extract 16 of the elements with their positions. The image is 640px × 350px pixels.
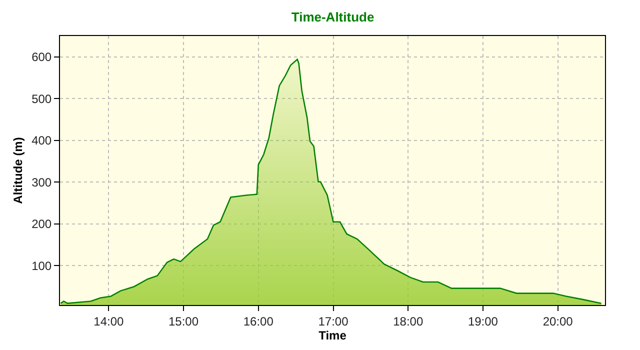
y-tick-label: 200 [32, 217, 52, 232]
x-tick-label: 15:00 [168, 314, 199, 328]
chart-title: Time-Altitude [291, 9, 374, 24]
x-tick-label: 20:00 [542, 314, 574, 328]
y-tick-label: 500 [32, 92, 52, 106]
y-tick-label: 400 [32, 134, 52, 148]
y-tick-label: 100 [32, 258, 52, 273]
x-tick-label: 14:00 [94, 314, 124, 328]
x-tick-label: 18:00 [393, 314, 424, 328]
x-tick-label: 19:00 [468, 314, 498, 328]
x-tick-label: 16:00 [243, 314, 274, 328]
x-tick-label: 17:00 [318, 314, 349, 328]
y-tick-label: 600 [32, 50, 52, 64]
y-tick-label: 300 [32, 175, 52, 190]
x-axis-title: Time [318, 328, 347, 342]
y-axis-title: Altitude (m) [10, 137, 25, 204]
